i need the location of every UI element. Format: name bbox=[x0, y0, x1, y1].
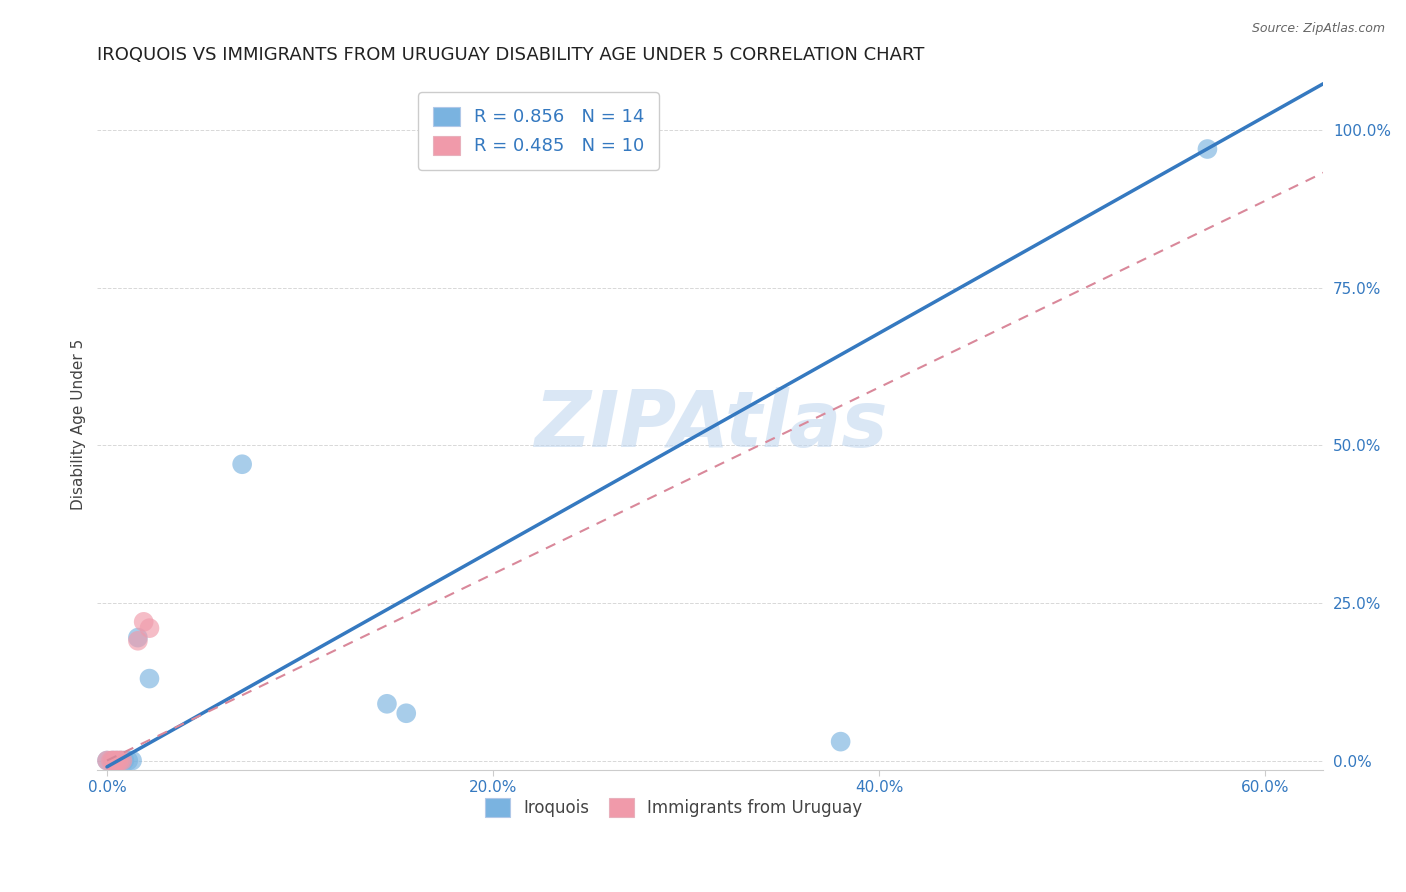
Point bbox=[112, 754, 135, 768]
Point bbox=[1197, 142, 1219, 156]
Point bbox=[111, 754, 134, 768]
Text: Source: ZipAtlas.com: Source: ZipAtlas.com bbox=[1251, 22, 1385, 36]
Point bbox=[121, 754, 143, 768]
Point bbox=[105, 754, 128, 768]
Point bbox=[101, 754, 124, 768]
Point bbox=[105, 754, 128, 768]
Point bbox=[117, 754, 139, 768]
Point bbox=[127, 631, 149, 645]
Legend: Iroquois, Immigrants from Uruguay: Iroquois, Immigrants from Uruguay bbox=[478, 792, 869, 824]
Point bbox=[127, 633, 149, 648]
Point bbox=[830, 734, 852, 748]
Point bbox=[101, 754, 124, 768]
Point bbox=[231, 457, 253, 471]
Text: ZIPAtlas: ZIPAtlas bbox=[533, 387, 887, 463]
Point bbox=[107, 754, 129, 768]
Point bbox=[96, 754, 118, 768]
Point bbox=[375, 697, 398, 711]
Point bbox=[110, 754, 132, 768]
Text: IROQUOIS VS IMMIGRANTS FROM URUGUAY DISABILITY AGE UNDER 5 CORRELATION CHART: IROQUOIS VS IMMIGRANTS FROM URUGUAY DISA… bbox=[97, 46, 925, 64]
Point bbox=[138, 621, 160, 635]
Y-axis label: Disability Age Under 5: Disability Age Under 5 bbox=[72, 339, 86, 510]
Point bbox=[100, 754, 122, 768]
Point bbox=[138, 672, 160, 686]
Point bbox=[96, 754, 118, 768]
Point bbox=[132, 615, 155, 629]
Point bbox=[110, 754, 132, 768]
Point bbox=[395, 706, 418, 721]
Point bbox=[104, 754, 127, 768]
